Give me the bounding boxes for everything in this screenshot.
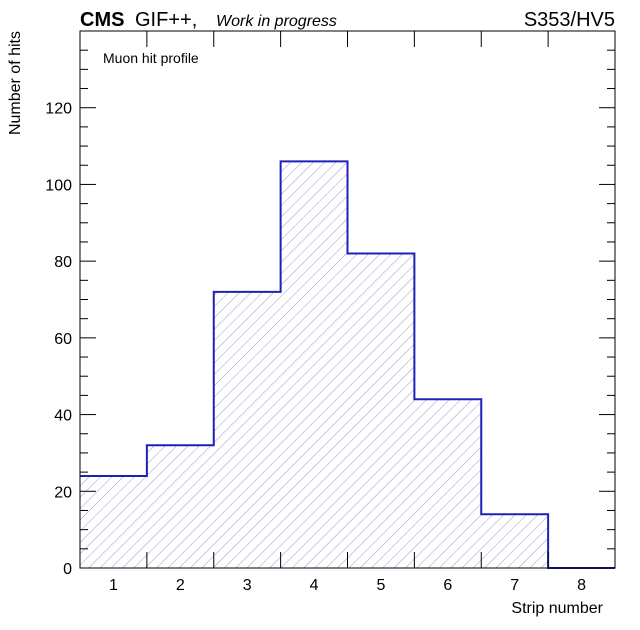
y-tick-label-100: 100	[45, 177, 72, 194]
y-tick-label-20: 20	[54, 484, 72, 501]
histogram-outline	[80, 160, 615, 569]
x-tick-label-5: 5	[376, 577, 385, 594]
x-axis-title: Strip number	[511, 600, 603, 617]
status-label: Work in progress	[216, 13, 337, 30]
histogram-bin-fill-7	[481, 514, 549, 568]
y-tick-label-40: 40	[54, 408, 72, 425]
histogram-bin-fill-1	[80, 475, 147, 568]
histogram-bins	[80, 160, 615, 569]
histogram-bin-fill-3	[213, 291, 281, 568]
x-tick-label-7: 7	[510, 577, 519, 594]
facility-label: GIF++,	[135, 9, 197, 31]
histogram-bin-fill-5	[347, 253, 415, 568]
histogram-bin-fill-6	[414, 399, 482, 568]
y-tick-label-120: 120	[45, 101, 72, 118]
y-tick-label-0: 0	[63, 561, 72, 578]
histogram-bin-fill-4	[280, 161, 348, 568]
x-tick-label-6: 6	[443, 577, 452, 594]
x-tick-label-8: 8	[577, 577, 586, 594]
histogram-bin-fill-2	[146, 445, 214, 568]
y-tick-label-80: 80	[54, 254, 72, 271]
x-tick-label-2: 2	[176, 577, 185, 594]
y-axis-title: Number of hits	[7, 31, 24, 135]
x-tick-label-1: 1	[109, 577, 118, 594]
plot-frame	[79, 30, 616, 569]
experiment-label: CMS	[80, 9, 124, 31]
run-label: S353/HV5	[524, 9, 615, 31]
y-tick-label-60: 60	[54, 331, 72, 348]
plot-annotation: Muon hit profile	[103, 50, 199, 66]
x-tick-label-4: 4	[310, 577, 319, 594]
x-tick-label-3: 3	[243, 577, 252, 594]
